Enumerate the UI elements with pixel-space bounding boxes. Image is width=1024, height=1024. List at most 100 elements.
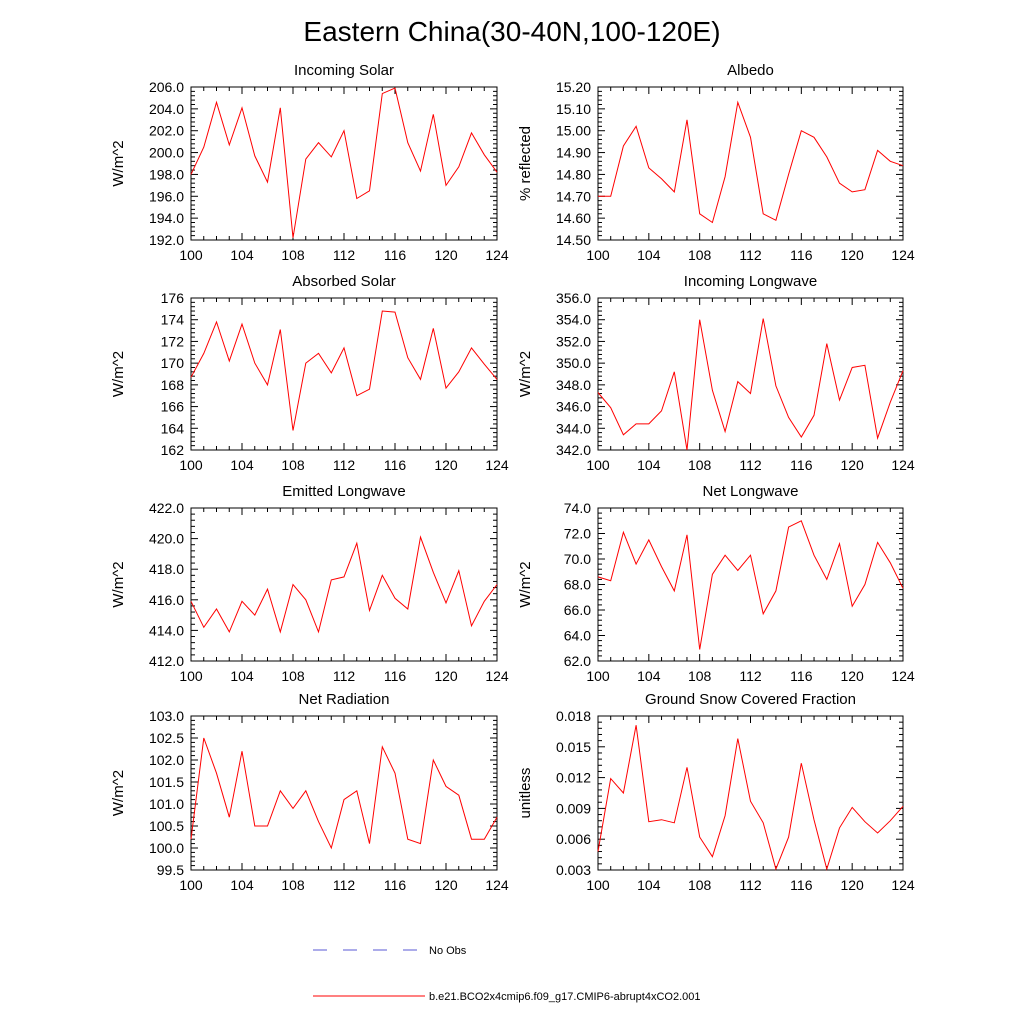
x-tick-label: 116 <box>790 457 813 473</box>
plot-frame <box>597 86 904 241</box>
y-tick-label: 176 <box>161 290 185 306</box>
plot-frame <box>597 507 904 662</box>
y-tick-label: 192.0 <box>149 232 184 248</box>
chart-panel: Absorbed Solar 100 104 108 112 116 120 124 162 16… <box>110 273 509 473</box>
y-tick-label: 101.0 <box>149 796 184 812</box>
y-tick-label: 418.0 <box>149 561 184 577</box>
panels-group: Incoming Solar 100 104 108 112 116 120 124 192.0… <box>110 62 915 893</box>
panel-title: Emitted Longwave <box>282 483 405 500</box>
y-axis-label: W/m^2 <box>110 770 127 816</box>
y-tick-label: 172 <box>161 333 185 349</box>
x-tick-label: 104 <box>230 457 254 473</box>
x-tick-label: 108 <box>281 877 305 893</box>
y-tick-label: 0.006 <box>556 831 591 847</box>
y-tick-label: 162 <box>161 442 185 458</box>
y-tick-label: 0.003 <box>556 862 591 878</box>
y-tick-label: 0.015 <box>556 739 591 755</box>
x-tick-label: 120 <box>840 877 864 893</box>
x-tick-label: 112 <box>333 877 356 893</box>
chart-panel: Incoming Solar 100 104 108 112 116 120 124 192.0… <box>110 62 509 263</box>
y-tick-label: 354.0 <box>556 312 591 328</box>
y-tick-label: 64.0 <box>564 628 591 644</box>
x-tick-label: 100 <box>179 877 203 893</box>
y-tick-label: 68.0 <box>564 577 591 593</box>
x-tick-label: 108 <box>688 457 712 473</box>
series-line <box>190 310 498 431</box>
y-tick-label: 102.5 <box>149 730 184 746</box>
x-tick-label: 100 <box>179 668 203 684</box>
x-tick-label: 116 <box>790 247 813 263</box>
x-tick-label: 120 <box>840 457 864 473</box>
x-tick-label: 124 <box>891 877 915 893</box>
y-tick-label: 350.0 <box>556 355 591 371</box>
x-tick-label: 124 <box>485 668 509 684</box>
chart-panel: Ground Snow Covered Fraction 100 104 108 112… <box>517 691 915 893</box>
x-tick-label: 108 <box>688 877 712 893</box>
y-tick-label: 414.0 <box>149 622 184 638</box>
x-tick-label: 116 <box>790 668 813 684</box>
x-tick-label: 120 <box>840 668 864 684</box>
y-tick-label: 74.0 <box>564 500 591 516</box>
x-tick-label: 104 <box>230 247 254 263</box>
y-axis-label: W/m^2 <box>517 351 534 397</box>
y-tick-label: 103.0 <box>149 708 184 724</box>
x-tick-label: 112 <box>739 247 762 263</box>
plot-frame <box>190 507 498 662</box>
y-axis-label: W/m^2 <box>110 140 127 186</box>
x-tick-label: 108 <box>281 457 305 473</box>
y-tick-label: 0.018 <box>556 708 591 724</box>
chart-panel: Net Radiation 100 104 108 112 116 120 124 99.5 10… <box>110 691 509 893</box>
x-tick-label: 100 <box>586 668 610 684</box>
series-line <box>190 535 498 634</box>
x-tick-label: 112 <box>739 668 762 684</box>
y-tick-label: 14.90 <box>556 145 591 161</box>
y-tick-label: 194.0 <box>149 210 184 226</box>
y-tick-label: 200.0 <box>149 145 184 161</box>
y-axis-label: W/m^2 <box>517 561 534 607</box>
x-tick-label: 116 <box>384 247 407 263</box>
y-axis-label: W/m^2 <box>110 351 127 397</box>
y-tick-label: 101.5 <box>149 774 184 790</box>
y-tick-label: 164 <box>161 420 185 436</box>
x-tick-label: 120 <box>434 457 458 473</box>
plot-frame <box>190 86 498 241</box>
x-tick-label: 100 <box>586 457 610 473</box>
x-tick-label: 112 <box>333 668 356 684</box>
y-tick-label: 15.10 <box>556 101 591 117</box>
x-tick-label: 124 <box>485 457 509 473</box>
y-tick-label: 170 <box>161 355 185 371</box>
x-tick-label: 100 <box>179 247 203 263</box>
x-tick-label: 124 <box>485 247 509 263</box>
y-tick-label: 342.0 <box>556 442 591 458</box>
figure-title: Eastern China(30-40N,100-120E) <box>303 16 720 47</box>
panel-title: Albedo <box>727 62 774 79</box>
y-tick-label: 14.70 <box>556 188 591 204</box>
y-tick-label: 15.00 <box>556 123 591 139</box>
y-tick-label: 206.0 <box>149 79 184 95</box>
x-tick-label: 100 <box>179 457 203 473</box>
y-tick-label: 174 <box>161 312 185 328</box>
y-tick-label: 0.009 <box>556 800 591 816</box>
y-tick-label: 14.60 <box>556 210 591 226</box>
series-line <box>597 725 904 871</box>
x-tick-label: 108 <box>281 668 305 684</box>
y-tick-label: 416.0 <box>149 592 184 608</box>
x-tick-label: 116 <box>384 457 407 473</box>
y-tick-label: 198.0 <box>149 166 184 182</box>
y-tick-label: 62.0 <box>564 653 591 669</box>
plot-frame <box>597 715 904 871</box>
plot-frame <box>597 297 904 451</box>
x-tick-label: 120 <box>434 877 458 893</box>
y-tick-label: 422.0 <box>149 500 184 516</box>
y-tick-label: 196.0 <box>149 188 184 204</box>
x-tick-label: 124 <box>891 668 915 684</box>
legend-obs-label: No Obs <box>429 945 467 957</box>
y-tick-label: 100.0 <box>149 840 184 856</box>
plot-frame <box>190 715 498 871</box>
x-tick-label: 112 <box>333 247 356 263</box>
chart-panel: Emitted Longwave 100 104 108 112 116 120 124 412… <box>110 483 509 684</box>
y-tick-label: 346.0 <box>556 399 591 415</box>
y-tick-label: 412.0 <box>149 653 184 669</box>
y-tick-label: 100.5 <box>149 818 184 834</box>
panel-title: Incoming Longwave <box>684 273 817 290</box>
